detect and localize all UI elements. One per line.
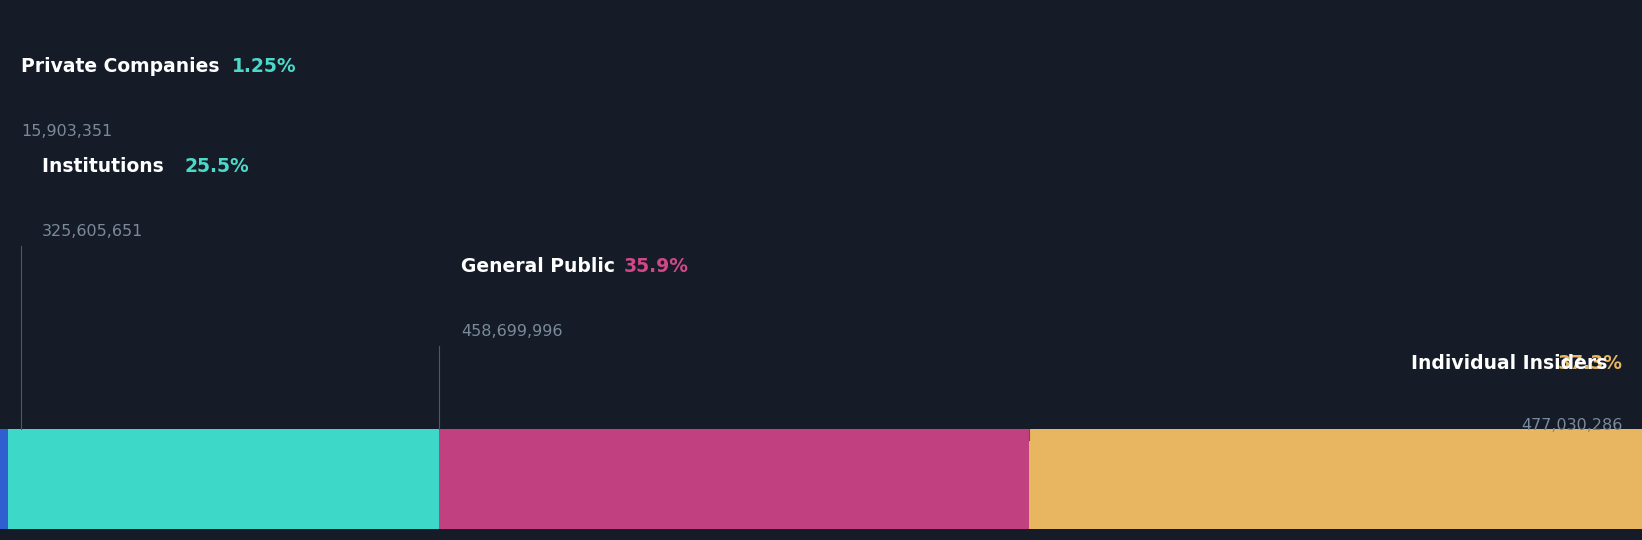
Bar <box>0 429 21 529</box>
Text: 25.5%: 25.5% <box>186 157 250 176</box>
Text: 325,605,651: 325,605,651 <box>43 224 143 239</box>
Bar <box>440 429 1030 529</box>
Bar <box>0 429 8 529</box>
Text: 15,903,351: 15,903,351 <box>21 124 113 139</box>
Text: Private Companies: Private Companies <box>21 57 227 76</box>
Text: General Public: General Public <box>461 256 621 275</box>
Bar <box>1030 429 1642 529</box>
Text: Institutions: Institutions <box>43 157 171 176</box>
Text: 458,699,996: 458,699,996 <box>461 324 562 339</box>
Text: 1.25%: 1.25% <box>232 57 296 76</box>
Text: 35.9%: 35.9% <box>624 256 688 275</box>
Bar <box>21 429 440 529</box>
Text: 477,030,286: 477,030,286 <box>1520 418 1622 434</box>
Text: Individual Insiders: Individual Insiders <box>1410 354 1614 373</box>
Text: 37.3%: 37.3% <box>1557 354 1622 373</box>
